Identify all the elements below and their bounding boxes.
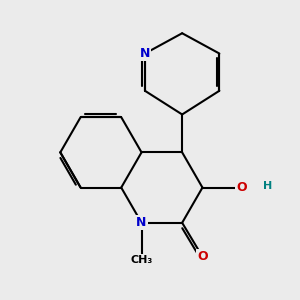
- Text: CH₃: CH₃: [130, 255, 153, 265]
- Text: O: O: [197, 250, 208, 263]
- Text: H: H: [263, 181, 272, 191]
- Text: N: N: [140, 47, 150, 60]
- Text: O: O: [236, 181, 247, 194]
- Text: N: N: [136, 216, 147, 229]
